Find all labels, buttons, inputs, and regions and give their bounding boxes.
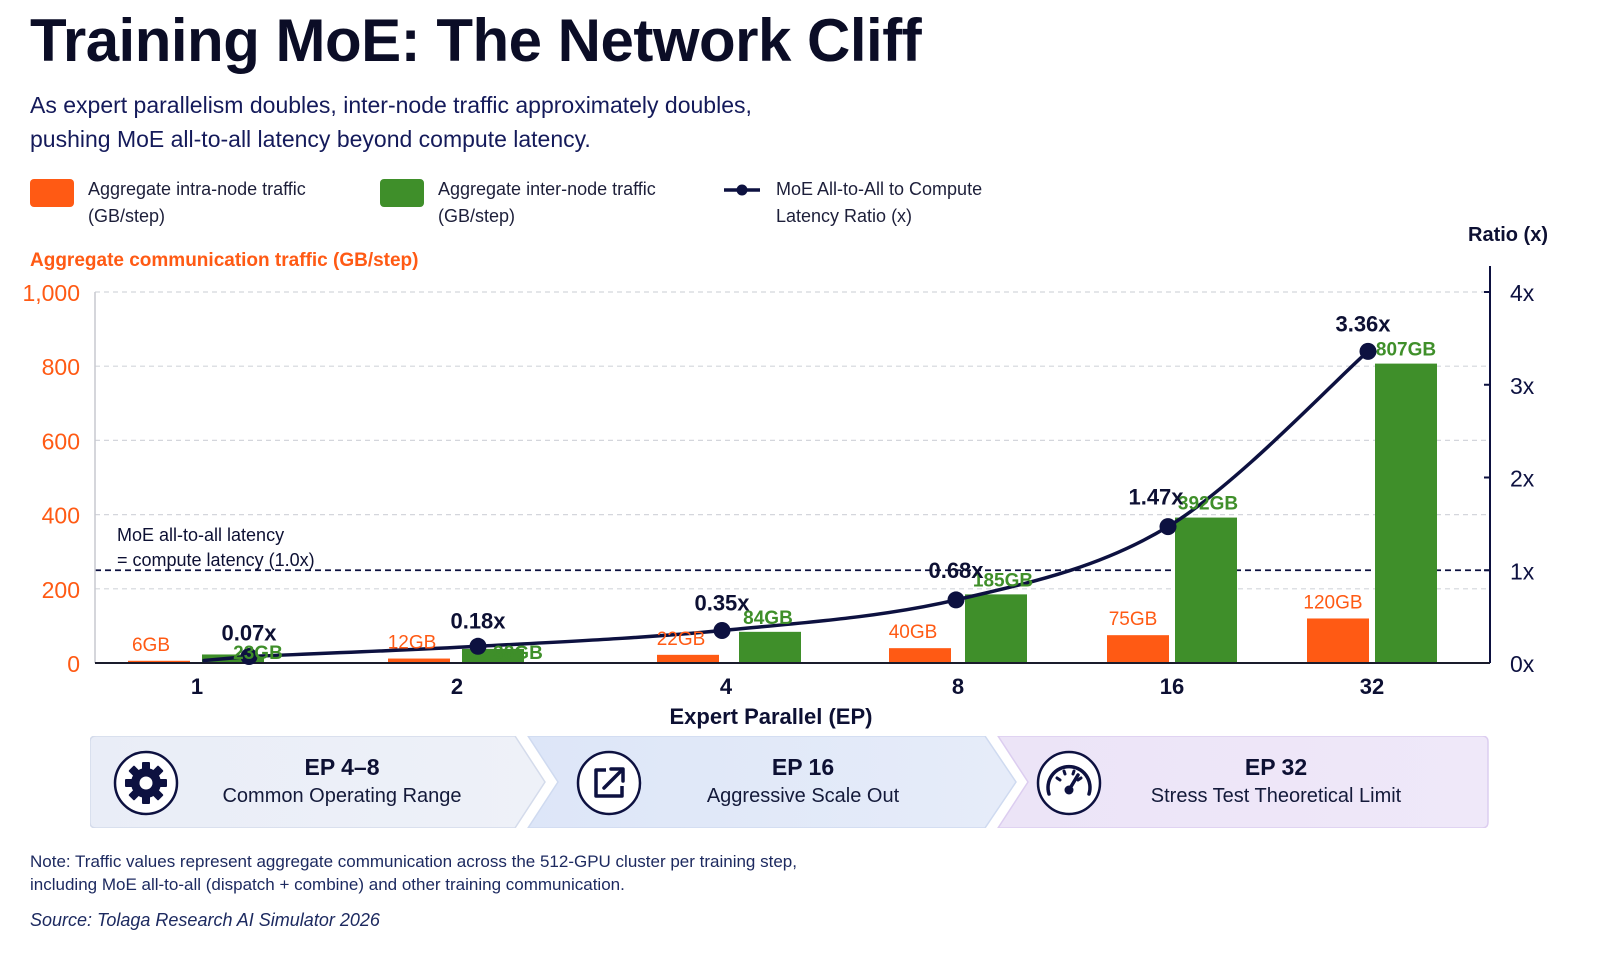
panel-2: EP 16 Aggressive Scale Out xyxy=(650,736,956,828)
footnote-line-1: Note: Traffic values represent aggregate… xyxy=(30,852,797,871)
x-tick-label: 8 xyxy=(952,674,964,699)
reference-label-line-1: MoE all-to-all latency xyxy=(117,525,284,545)
page-subtitle: As expert parallelism doubles, inter-nod… xyxy=(30,88,1030,156)
subtitle-line-2: pushing MoE all-to-all latency beyond co… xyxy=(30,126,591,152)
bar-intra-ep-8 xyxy=(889,648,951,663)
label-intra-ep-32: 120GB xyxy=(1303,592,1362,613)
ratio-point-ep-16 xyxy=(1159,518,1177,536)
ratio-point-ep-1 xyxy=(240,648,258,666)
label-inter-ep-1: 23GB xyxy=(233,643,283,664)
x-tick-label: 2 xyxy=(451,674,463,699)
label-intra-ep-16: 75GB xyxy=(1109,609,1158,630)
legend-swatch-inter xyxy=(380,179,424,207)
x-tick-label: 32 xyxy=(1360,674,1384,699)
label-inter-ep-4: 84GB xyxy=(743,608,793,629)
panel-3-subtitle: Stress Test Theoretical Limit xyxy=(1150,785,1402,807)
bar-inter-ep-4 xyxy=(739,631,801,663)
y-tick-label: 200 xyxy=(42,577,80,603)
y2-tick-label: 3x xyxy=(1510,373,1535,399)
legend-swatch-intra xyxy=(30,179,74,207)
panel-3-title: EP 32 xyxy=(1244,754,1308,780)
bar-intra-ep-16 xyxy=(1107,635,1169,663)
ratio-label-ep-16: 1.47x xyxy=(1128,485,1184,510)
label-intra-ep-4: 22GB xyxy=(657,629,706,650)
legend-label-ratio: MoE All-to-All to Compute xyxy=(776,179,983,199)
legend-item-intra: Aggregate intra-node traffic (GB/step) xyxy=(30,176,390,236)
bar-intra-ep-2 xyxy=(388,658,450,663)
y-tick-label: 800 xyxy=(42,354,80,380)
label-intra-ep-2: 12GB xyxy=(388,633,437,654)
legend-unit-inter: (GB/step) xyxy=(438,206,516,226)
ratio-label-ep-4: 0.35x xyxy=(694,591,750,616)
panel-1-title: EP 4–8 xyxy=(304,754,380,780)
ratio-label-ep-1: 0.07x xyxy=(221,621,277,646)
y2-axis-title: Ratio (x) xyxy=(1468,224,1548,246)
chart: 0 200 400 600 800 1,000 0x 1x 2x 3x 4x 1 2 4 8 16 32 6GB… xyxy=(22,224,1548,729)
panel-1: EP 4–8 Common Operating Range xyxy=(186,736,498,828)
page-title: Training MoE: The Network Cliff xyxy=(30,7,922,74)
legend-swatch-ratio xyxy=(724,184,760,196)
ratio-line xyxy=(202,349,1370,663)
x-tick-label: 4 xyxy=(720,674,733,699)
label-intra-ep-8: 40GB xyxy=(889,622,938,643)
ratio-label-ep-2: 0.18x xyxy=(450,608,506,633)
panel-3-bg xyxy=(997,736,1489,828)
label-inter-ep-32: 807GB xyxy=(1376,340,1436,361)
bar-intra-ep-32 xyxy=(1307,618,1369,663)
panel-2-subtitle: Aggressive Scale Out xyxy=(706,785,900,807)
y-tick-label: 400 xyxy=(42,503,80,529)
grid-layer xyxy=(95,291,1490,590)
footnote: Note: Traffic values represent aggregate… xyxy=(30,850,1030,896)
legend-label-inter: Aggregate inter-node traffic xyxy=(438,179,656,199)
subtitle-line-1: As expert parallelism doubles, inter-nod… xyxy=(30,92,752,118)
label-inter-ep-16: 392GB xyxy=(1178,494,1238,515)
y-tick-label: 600 xyxy=(42,428,80,454)
labels-layer: 6GB 23GB 12GB 38GB 22GB 84GB 40GB 185GB 75GB 392G… xyxy=(132,311,1436,664)
y-tick-label: 1,000 xyxy=(22,280,80,306)
gear-icon xyxy=(113,750,179,816)
label-inter-ep-8: 185GB xyxy=(973,570,1033,591)
y2-tick-label: 2x xyxy=(1510,466,1535,492)
panel-1-subtitle: Common Operating Range xyxy=(222,785,462,807)
ratio-point-ep-8 xyxy=(947,591,965,609)
x-tick-label: 1 xyxy=(191,674,203,699)
y2-tick-label: 4x xyxy=(1510,280,1535,306)
y2-tick-label: 1x xyxy=(1510,558,1535,584)
bar-intra-ep-4 xyxy=(657,654,719,663)
panel-backgrounds xyxy=(90,736,1489,828)
legend-unit-ratio: Latency Ratio (x) xyxy=(776,206,913,226)
bars-layer xyxy=(128,363,1437,663)
scale-panels: EP 4–8 Common Operating Range EP 16 Aggr… xyxy=(90,736,1490,828)
legend-label-intra: Aggregate intra-node traffic xyxy=(88,179,306,199)
panel-3: EP 32 Stress Test Theoretical Limit xyxy=(1116,736,1436,828)
line-layer xyxy=(202,342,1377,666)
legend-item-ratio: MoE All-to-All to Compute Latency Ratio … xyxy=(720,176,1040,236)
ratio-point-ep-4 xyxy=(713,622,731,640)
x-axis-title: Expert Parallel (EP) xyxy=(670,704,873,729)
expand-arrow-icon xyxy=(576,750,642,816)
source-note: Source: Tolaga Research AI Simulator 202… xyxy=(30,910,380,930)
ratio-label-ep-8: 0.68x xyxy=(928,558,984,583)
y2-tick-label: 0x xyxy=(1510,651,1535,677)
y-axis-title: Aggregate communication traffic (GB/step… xyxy=(30,250,419,271)
ratio-label-ep-32: 3.36x xyxy=(1335,311,1391,336)
gauge-icon xyxy=(1036,750,1102,816)
legend-item-inter: Aggregate inter-node traffic (GB/step) xyxy=(380,176,740,236)
reference-label-line-2: = compute latency (1.0x) xyxy=(117,550,315,570)
footnote-line-2: including MoE all-to-all (dispatch + com… xyxy=(30,875,625,894)
x-tick-label: 16 xyxy=(1160,674,1184,699)
bar-intra-ep-1 xyxy=(128,660,190,663)
label-intra-ep-1: 6GB xyxy=(132,635,170,656)
ratio-point-ep-32 xyxy=(1359,342,1377,360)
panel-2-title: EP 16 xyxy=(771,754,835,780)
bar-inter-ep-8 xyxy=(965,594,1027,663)
label-inter-ep-2: 38GB xyxy=(493,643,543,664)
axes-layer: 0 200 400 600 800 1,000 0x 1x 2x 3x 4x 1 2 4 8 16 32 xyxy=(22,266,1535,699)
bar-inter-ep-16 xyxy=(1175,517,1237,663)
panel-2-bg xyxy=(527,736,1017,828)
ratio-point-ep-2 xyxy=(469,637,487,655)
y-tick-label: 0 xyxy=(67,651,80,677)
legend-unit-intra: (GB/step) xyxy=(88,206,166,226)
bar-inter-ep-32 xyxy=(1375,363,1437,663)
